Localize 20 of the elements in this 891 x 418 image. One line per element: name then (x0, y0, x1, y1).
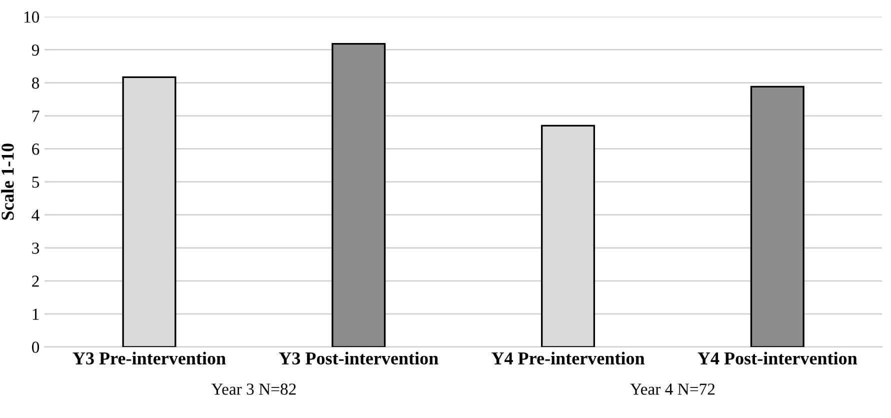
y-tick-label: 7 (32, 110, 40, 122)
text: Year 3 N=82 (211, 384, 296, 395)
text: Year 4 N=72 (630, 384, 715, 395)
y-tick-label: 1 (32, 308, 39, 320)
y-tick-label: 8 (32, 77, 40, 89)
x-tick-label: Y4 Pre-intervention (492, 352, 645, 365)
y-axis-title: Scale 1-10 (1, 144, 14, 220)
x-tick-label: Y4 Post-intervention (698, 352, 858, 365)
x-tick-label: Y3 Pre-intervention (72, 352, 226, 365)
y-tick-label: 10 (24, 11, 40, 23)
y-tick-label: 4 (32, 210, 40, 221)
y-tick-label: 9 (32, 44, 40, 56)
x-tick-label: Y3 Post-intervention (278, 352, 438, 365)
y-tick-label: 3 (32, 242, 40, 254)
y-tick-label: 2 (32, 276, 39, 287)
y-tick-label: 0 (32, 342, 40, 353)
y-tick-label: 5 (32, 176, 40, 188)
y-tick-label: 6 (32, 144, 40, 155)
bar (332, 42, 386, 347)
bar (750, 86, 804, 347)
